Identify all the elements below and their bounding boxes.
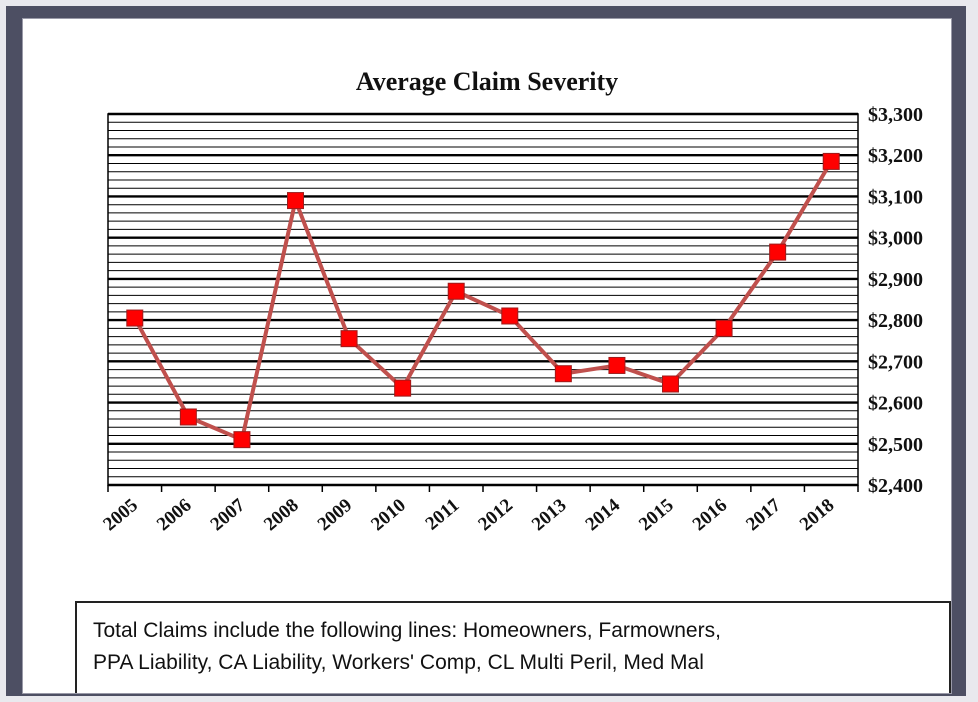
y-tick-label: $2,400 xyxy=(868,475,923,497)
data-point-marker xyxy=(554,365,572,383)
data-point-marker xyxy=(394,379,412,397)
data-point-marker xyxy=(822,152,840,170)
x-tick-label: 2009 xyxy=(314,495,357,536)
data-point-marker xyxy=(126,309,144,327)
series-line xyxy=(133,160,833,442)
y-tick-label: $3,200 xyxy=(868,145,923,167)
x-tick-label: 2014 xyxy=(582,494,625,535)
x-tick-label: 2010 xyxy=(367,495,410,536)
data-point-marker xyxy=(769,243,787,261)
y-tick-label: $3,100 xyxy=(868,186,923,208)
y-tick-label: $3,300 xyxy=(868,104,923,126)
x-tick-label: 2015 xyxy=(635,495,678,536)
y-tick-label: $2,500 xyxy=(868,434,923,456)
x-tick-label: 2011 xyxy=(422,495,464,535)
footnote-box: Total Claims include the following lines… xyxy=(75,601,951,693)
y-tick-label: $2,800 xyxy=(868,310,923,332)
footnote-line-2: PPA Liability, CA Liability, Workers' Co… xyxy=(93,651,704,674)
x-tick-label: 2018 xyxy=(796,495,839,536)
data-point-marker xyxy=(608,356,626,374)
x-tick-label: 2007 xyxy=(207,494,250,535)
x-tick-label: 2005 xyxy=(99,495,142,536)
x-tick-label: 2008 xyxy=(260,495,303,536)
y-tick-label: $2,700 xyxy=(868,351,923,373)
data-point-marker xyxy=(715,319,733,337)
x-tick-label: 2006 xyxy=(153,495,196,536)
chart-svg: $2,400 $2,500 $2,600 $2,700 $2,800 $2,900 $3,0… xyxy=(99,104,923,536)
data-point-marker xyxy=(287,192,304,210)
data-point-marker xyxy=(447,282,465,300)
x-tick-label: 2013 xyxy=(528,495,571,536)
chart-title: Average Claim Severity xyxy=(355,67,619,96)
data-point-marker xyxy=(179,408,197,426)
y-tick-label: $3,000 xyxy=(868,228,923,250)
data-point-marker xyxy=(340,330,358,348)
x-tick-label: 2017 xyxy=(742,494,785,535)
y-tick-label: $2,600 xyxy=(868,393,923,415)
footnote-line-1: Total Claims include the following lines… xyxy=(93,619,721,642)
x-tick-label: 2012 xyxy=(474,495,517,536)
chart-panel: $2,400 $2,500 $2,600 $2,700 $2,800 $2,900 $3,0… xyxy=(22,18,952,694)
y-tick-label: $2,900 xyxy=(868,269,923,291)
data-point-marker xyxy=(662,375,679,393)
x-tick-label: 2016 xyxy=(689,495,732,536)
data-point-marker xyxy=(233,431,251,449)
data-point-marker xyxy=(501,307,519,325)
